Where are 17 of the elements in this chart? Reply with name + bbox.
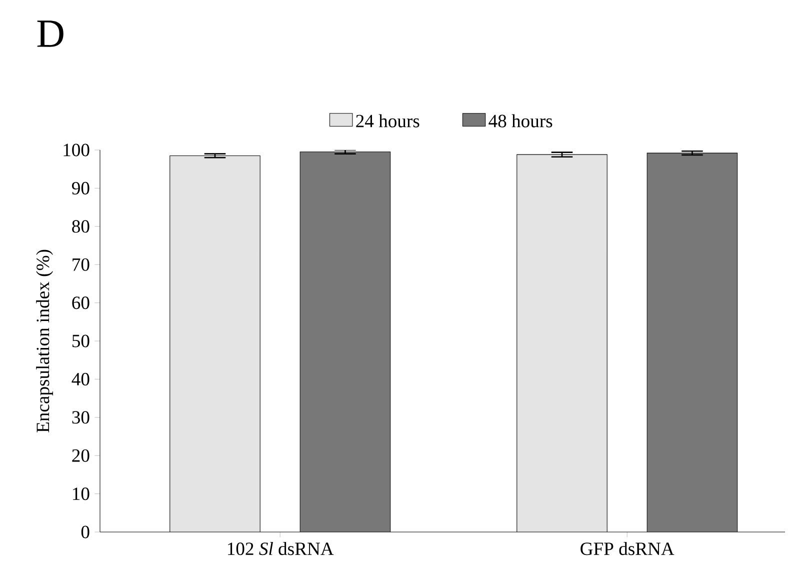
x-tick-label: GFP dsRNA [580,542,674,556]
y-tick-label: 0 [81,526,90,538]
y-tick-label: 90 [72,182,90,194]
legend-label: 48 hours [488,114,552,128]
x-tick-label: 102 Sl dsRNA [228,542,334,556]
y-tick-label: 70 [72,258,90,271]
y-tick-label: 40 [72,372,90,386]
legend-label: 24 hours [356,114,420,128]
y-tick-label: 20 [72,449,90,462]
y-axis-title: Encapsulation index (%) [36,250,53,432]
y-tick-label: 100 [64,144,90,156]
y-tick-label: 50 [72,334,90,348]
y-tick-label: 80 [72,220,90,233]
chart-title: D [37,20,64,47]
y-tick-label: 30 [72,411,90,424]
y-tick-label: 10 [73,488,90,500]
y-tick-label: 60 [72,296,90,310]
